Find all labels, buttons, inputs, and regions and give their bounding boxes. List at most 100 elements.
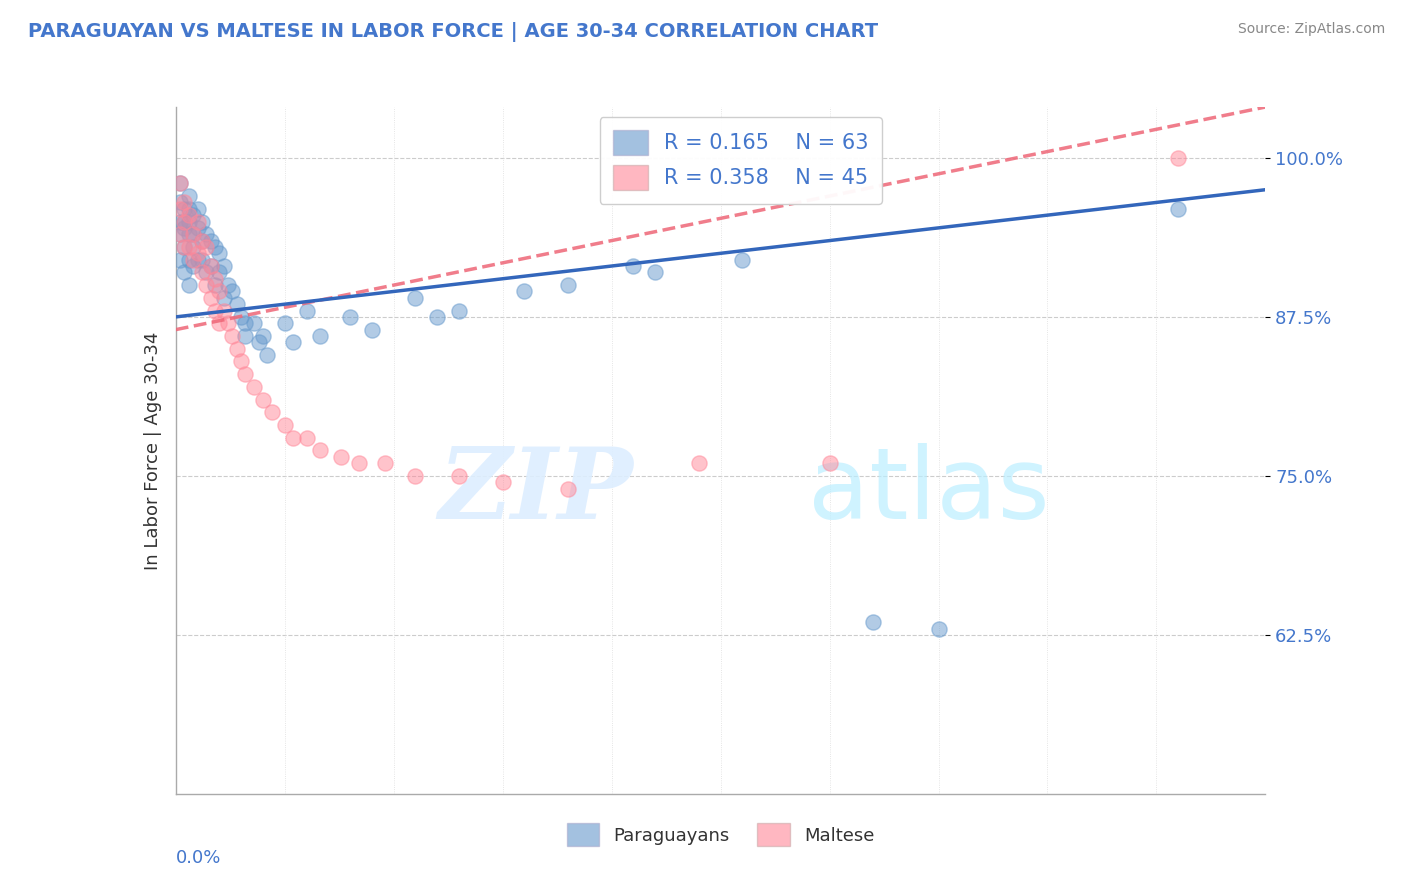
Point <box>186 214 209 228</box>
Point <box>212 259 235 273</box>
Point <box>208 316 231 330</box>
Point <box>186 252 209 267</box>
Point <box>173 214 195 228</box>
Point <box>447 303 470 318</box>
Point <box>208 285 231 299</box>
Point <box>177 214 200 228</box>
Point <box>186 202 209 216</box>
Point <box>217 278 239 293</box>
Point <box>191 214 214 228</box>
Point <box>204 271 226 285</box>
Point <box>283 431 305 445</box>
Point <box>1167 151 1189 165</box>
Point <box>173 240 195 254</box>
Point <box>169 177 191 191</box>
Point <box>231 310 253 324</box>
Point <box>195 227 218 242</box>
Point <box>181 240 204 254</box>
Point <box>177 240 200 254</box>
Point <box>557 278 579 293</box>
Point <box>195 278 218 293</box>
Point <box>181 208 204 222</box>
Point <box>169 195 191 210</box>
Point <box>173 220 195 235</box>
Point <box>173 195 195 210</box>
Point <box>177 208 200 222</box>
Text: Source: ZipAtlas.com: Source: ZipAtlas.com <box>1237 22 1385 37</box>
Text: PARAGUAYAN VS MALTESE IN LABOR FORCE | AGE 30-34 CORRELATION CHART: PARAGUAYAN VS MALTESE IN LABOR FORCE | A… <box>28 22 879 42</box>
Text: 0.0%: 0.0% <box>176 849 221 867</box>
Point <box>204 240 226 254</box>
Point <box>447 469 470 483</box>
Point <box>169 227 191 242</box>
Point <box>181 252 204 267</box>
Point <box>173 214 195 228</box>
Point <box>426 310 449 324</box>
Point <box>360 323 382 337</box>
Point <box>195 265 218 279</box>
Point <box>169 252 191 267</box>
Point <box>225 297 247 311</box>
Point <box>212 291 235 305</box>
Point <box>347 456 370 470</box>
Legend: Paraguayans, Maltese: Paraguayans, Maltese <box>560 816 882 854</box>
Point <box>260 405 283 419</box>
Point <box>221 285 243 299</box>
Point <box>283 335 305 350</box>
Point <box>621 259 644 273</box>
Point <box>204 303 226 318</box>
Point <box>181 259 204 273</box>
Point <box>221 329 243 343</box>
Point <box>252 329 274 343</box>
Point <box>177 189 200 203</box>
Point <box>191 252 214 267</box>
Point <box>204 278 226 293</box>
Point <box>208 246 231 260</box>
Point <box>644 265 666 279</box>
Point <box>231 354 253 368</box>
Point <box>731 252 754 267</box>
Y-axis label: In Labor Force | Age 30-34: In Labor Force | Age 30-34 <box>143 331 162 570</box>
Point <box>186 246 209 260</box>
Point <box>169 214 191 228</box>
Point <box>1167 202 1189 216</box>
Text: atlas: atlas <box>807 443 1049 541</box>
Point <box>688 456 710 470</box>
Point <box>181 227 204 242</box>
Point <box>169 177 191 191</box>
Point <box>173 240 195 254</box>
Point <box>492 475 515 490</box>
Point <box>274 316 297 330</box>
Point <box>235 316 257 330</box>
Point <box>235 329 257 343</box>
Point <box>339 310 361 324</box>
Point <box>818 456 841 470</box>
Point <box>169 202 191 216</box>
Point <box>513 285 536 299</box>
Point <box>200 259 222 273</box>
Point <box>295 431 318 445</box>
Point <box>200 291 222 305</box>
Point <box>295 303 318 318</box>
Point <box>212 303 235 318</box>
Point <box>308 443 330 458</box>
Point <box>173 202 195 216</box>
Point <box>243 380 266 394</box>
Point <box>308 329 330 343</box>
Point <box>195 240 218 254</box>
Point <box>186 220 209 235</box>
Point <box>191 265 214 279</box>
Point <box>191 234 214 248</box>
Text: ZIP: ZIP <box>439 443 633 540</box>
Point <box>173 265 195 279</box>
Point <box>217 316 239 330</box>
Point <box>243 316 266 330</box>
Point <box>405 291 427 305</box>
Point <box>177 227 200 242</box>
Point <box>330 450 353 464</box>
Point <box>374 456 396 470</box>
Point <box>191 234 214 248</box>
Point <box>252 392 274 407</box>
Point <box>208 265 231 279</box>
Point <box>274 417 297 432</box>
